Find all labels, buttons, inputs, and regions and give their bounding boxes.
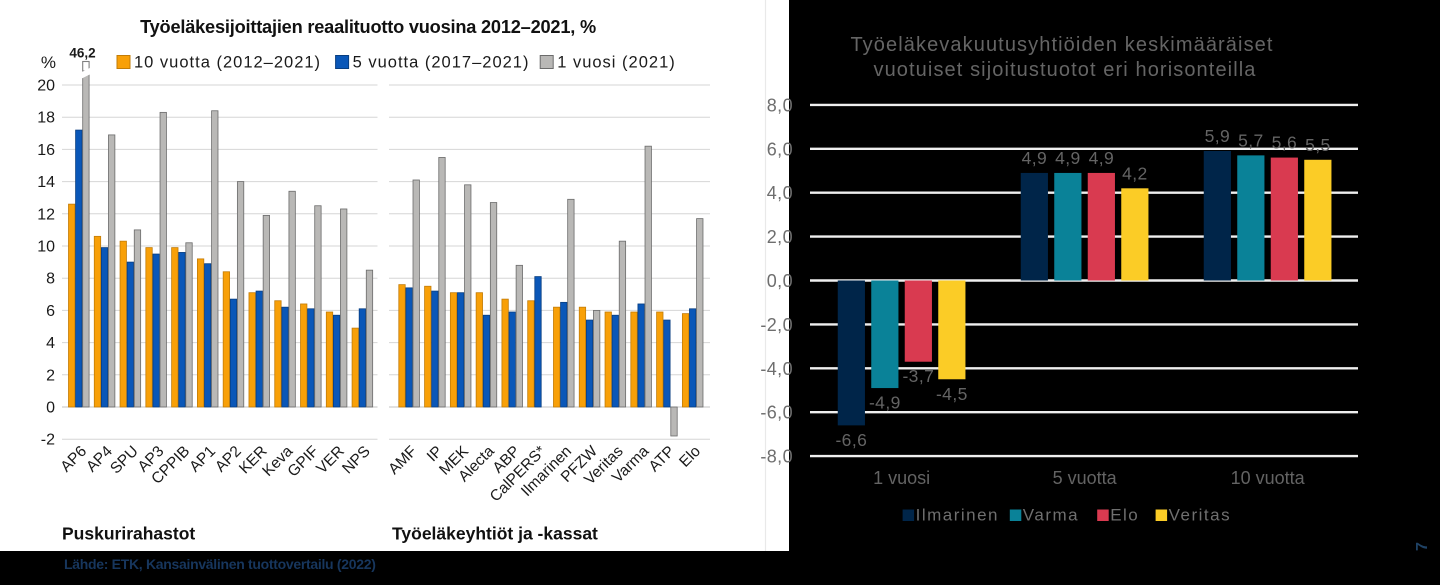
svg-text:0: 0 (46, 400, 55, 417)
svg-text:14: 14 (37, 174, 55, 191)
svg-text:4,0: 4,0 (767, 183, 793, 203)
svg-text:0,0: 0,0 (767, 271, 793, 291)
svg-text:5 vuotta (2017–2021): 5 vuotta (2017–2021) (353, 54, 530, 72)
svg-text:-4,5: -4,5 (936, 384, 968, 404)
svg-text:-2: -2 (41, 432, 55, 449)
svg-text:4,9: 4,9 (1089, 148, 1115, 168)
svg-text:8: 8 (46, 271, 55, 288)
svg-text:16: 16 (37, 142, 55, 159)
svg-text:10 vuotta: 10 vuotta (1231, 468, 1306, 488)
svg-text:5,5: 5,5 (1305, 135, 1331, 155)
svg-text:46,2: 46,2 (69, 46, 95, 61)
svg-text:2: 2 (46, 367, 55, 384)
svg-text:5,6: 5,6 (1272, 133, 1298, 153)
svg-text:12: 12 (37, 206, 55, 223)
svg-text:2,0: 2,0 (767, 227, 793, 247)
svg-text:6: 6 (46, 303, 55, 320)
svg-text:1 vuosi (2021): 1 vuosi (2021) (557, 54, 676, 72)
svg-text:Puskurirahastot: Puskurirahastot (62, 524, 195, 544)
svg-text:-8,0: -8,0 (760, 447, 793, 467)
svg-text:7: 7 (1414, 542, 1431, 551)
svg-text:Ilmarinen: Ilmarinen (916, 506, 999, 525)
svg-text:1 vuosi: 1 vuosi (873, 468, 930, 488)
svg-text:Lähde: ETK, Kansainvälinen tuo: Lähde: ETK, Kansainvälinen tuottovertail… (64, 556, 376, 572)
svg-text:-2,0: -2,0 (760, 315, 793, 335)
svg-text:4,2: 4,2 (1122, 163, 1148, 183)
svg-text:Elo: Elo (1110, 506, 1139, 525)
svg-text:18: 18 (37, 110, 55, 127)
svg-text:8,0: 8,0 (767, 95, 793, 115)
svg-text:5,9: 5,9 (1205, 126, 1231, 146)
svg-text:4,9: 4,9 (1022, 148, 1048, 168)
svg-text:Työeläkevakuutusyhtiöiden kesk: Työeläkevakuutusyhtiöiden keskimääräiset (850, 34, 1273, 56)
svg-text:-6,6: -6,6 (835, 430, 867, 450)
svg-text:5,7: 5,7 (1238, 130, 1264, 150)
svg-text:%: % (41, 53, 56, 72)
svg-text:4: 4 (46, 335, 55, 352)
svg-text:Varma: Varma (1023, 506, 1079, 525)
svg-text:-4,9: -4,9 (869, 393, 901, 413)
svg-text:-6,0: -6,0 (760, 403, 793, 423)
svg-text:10: 10 (37, 239, 55, 256)
svg-text:4,9: 4,9 (1055, 148, 1081, 168)
svg-text:Veritas: Veritas (1169, 506, 1231, 525)
svg-text:20: 20 (37, 78, 55, 95)
svg-text:-4,0: -4,0 (760, 359, 793, 379)
svg-text:10 vuotta (2012–2021): 10 vuotta (2012–2021) (134, 54, 321, 72)
svg-text:5 vuotta: 5 vuotta (1053, 468, 1118, 488)
svg-text:Työeläkeyhtiöt ja -kassat: Työeläkeyhtiöt ja -kassat (392, 524, 598, 544)
svg-text:-3,7: -3,7 (902, 366, 934, 386)
svg-text:vuotuiset sijoitustuotot eri h: vuotuiset sijoitustuotot eri horisonteil… (873, 59, 1256, 81)
svg-text:Työeläkesijoittajien reaalituo: Työeläkesijoittajien reaalituotto vuosin… (140, 17, 596, 37)
svg-text:6,0: 6,0 (767, 139, 793, 159)
